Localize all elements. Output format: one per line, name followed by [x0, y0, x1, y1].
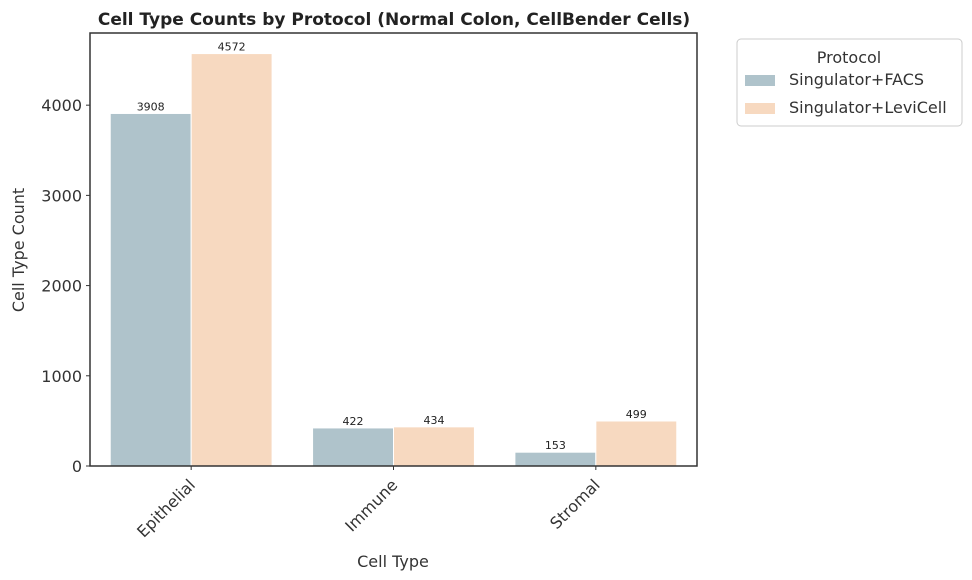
y-axis-ticks: 0 1000 2000 3000 4000 [41, 96, 90, 476]
data-label: 153 [545, 439, 566, 452]
legend: Protocol Singulator+FACS Singulator+LeviC… [736, 38, 963, 127]
x-tick-label: Stromal [546, 475, 603, 532]
legend-entry: Singulator+FACS [789, 70, 924, 89]
legend-title: Protocol [817, 48, 881, 67]
data-label: 422 [343, 415, 364, 428]
x-axis-ticks: Epithelial Immune Stromal [133, 466, 604, 541]
y-tick-label: 0 [72, 457, 82, 476]
y-tick-label: 2000 [41, 277, 82, 296]
x-axis-label: Cell Type [357, 552, 429, 571]
data-label: 4572 [218, 41, 246, 54]
data-label: 499 [626, 408, 647, 421]
legend-swatch [745, 75, 775, 86]
data-label: 3908 [137, 100, 165, 113]
bar-immune-series-1 [312, 427, 395, 467]
legend-swatch [745, 103, 775, 114]
legend-entry: Singulator+LeviCell [789, 98, 947, 117]
y-tick-label: 1000 [41, 367, 82, 386]
legend-items: Singulator+FACS Singulator+LeviCell [745, 70, 947, 117]
y-tick-label: 4000 [41, 96, 82, 115]
bar-epithelial-series-2 [190, 53, 273, 467]
bar-stromal-series-1 [514, 451, 597, 467]
x-tick-label: Immune [341, 475, 401, 535]
bar-stromal-series-2 [595, 420, 678, 467]
plot-area: 3908 422 153 4572 434 499 [109, 41, 678, 467]
x-tick-label: Epithelial [133, 475, 199, 541]
bar-epithelial-series-1 [109, 112, 192, 467]
bar-immune-series-2 [393, 426, 475, 467]
y-tick-label: 3000 [41, 186, 82, 205]
data-label: 434 [423, 414, 444, 427]
legend-frame [736, 38, 963, 127]
y-axis-label: Cell Type Count [9, 188, 28, 312]
chart-title: Cell Type Counts by Protocol (Normal Col… [98, 10, 690, 30]
